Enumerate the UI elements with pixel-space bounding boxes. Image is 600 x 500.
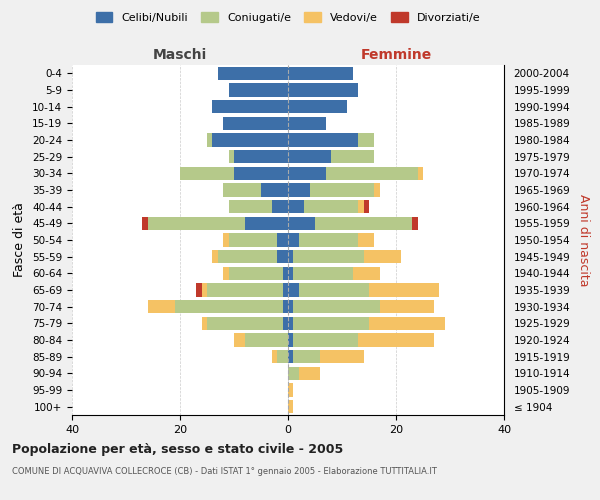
Bar [272,200,288,213]
Bar [293,300,380,314]
Bar [283,316,288,330]
Bar [234,334,245,346]
Bar [293,334,358,346]
Bar [374,184,380,196]
Text: Femmine: Femmine [361,48,431,62]
Bar [261,184,288,196]
Bar [288,166,326,180]
Bar [320,350,364,364]
Legend: Celibi/Nubili, Coniugati/e, Vedovi/e, Divorziati/e: Celibi/Nubili, Coniugati/e, Vedovi/e, Di… [91,8,485,28]
Bar [358,234,374,246]
Bar [202,284,207,296]
Bar [293,350,320,364]
Bar [369,284,439,296]
Bar [380,300,434,314]
Bar [412,216,418,230]
Bar [293,316,369,330]
Bar [353,266,380,280]
Bar [180,166,234,180]
Bar [229,266,283,280]
Bar [229,150,234,164]
Bar [196,284,202,296]
Bar [288,200,304,213]
Bar [288,366,299,380]
Bar [288,400,293,413]
Bar [288,234,299,246]
Bar [223,116,288,130]
Text: COMUNE DI ACQUAVIVA COLLECROCE (CB) - Dati ISTAT 1° gennaio 2005 - Elaborazione : COMUNE DI ACQUAVIVA COLLECROCE (CB) - Da… [12,468,437,476]
Bar [293,266,353,280]
Bar [148,300,175,314]
Bar [288,184,310,196]
Bar [218,66,288,80]
Bar [288,300,293,314]
Bar [358,200,364,213]
Bar [288,116,326,130]
Bar [299,366,320,380]
Bar [331,150,374,164]
Bar [212,100,288,114]
Bar [212,250,218,264]
Bar [277,250,288,264]
Bar [142,216,148,230]
Bar [288,66,353,80]
Bar [288,150,331,164]
Bar [234,166,288,180]
Bar [310,184,374,196]
Bar [234,150,288,164]
Bar [283,284,288,296]
Bar [288,350,293,364]
Bar [288,250,293,264]
Bar [369,316,445,330]
Bar [277,234,288,246]
Bar [202,316,207,330]
Bar [229,234,277,246]
Bar [218,250,277,264]
Bar [229,84,288,96]
Bar [288,134,358,146]
Bar [245,216,288,230]
Bar [418,166,423,180]
Bar [358,134,374,146]
Bar [304,200,358,213]
Bar [288,284,299,296]
Bar [315,216,412,230]
Y-axis label: Anni di nascita: Anni di nascita [577,194,590,286]
Bar [245,334,288,346]
Bar [288,266,293,280]
Bar [288,84,358,96]
Y-axis label: Fasce di età: Fasce di età [13,202,26,278]
Bar [288,100,347,114]
Bar [223,266,229,280]
Bar [326,166,418,180]
Bar [148,216,245,230]
Bar [299,284,369,296]
Bar [229,200,272,213]
Bar [277,350,288,364]
Bar [364,250,401,264]
Bar [223,234,229,246]
Bar [299,234,358,246]
Bar [212,134,288,146]
Bar [207,284,283,296]
Bar [288,316,293,330]
Bar [283,266,288,280]
Bar [358,334,434,346]
Bar [288,334,293,346]
Bar [272,350,277,364]
Bar [288,384,293,396]
Bar [283,300,288,314]
Bar [207,134,212,146]
Bar [175,300,283,314]
Bar [223,184,261,196]
Bar [207,316,283,330]
Bar [288,216,315,230]
Bar [293,250,364,264]
Text: Popolazione per età, sesso e stato civile - 2005: Popolazione per età, sesso e stato civil… [12,442,343,456]
Bar [364,200,369,213]
Text: Maschi: Maschi [153,48,207,62]
